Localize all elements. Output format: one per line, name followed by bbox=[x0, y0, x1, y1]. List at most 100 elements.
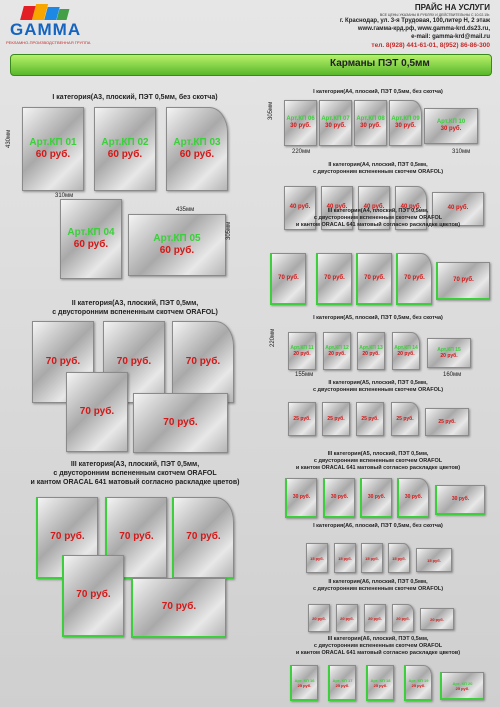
pocket: 70 руб. bbox=[396, 253, 432, 305]
article: Арт. КП 17 bbox=[332, 677, 353, 683]
section-title: II категория(А6, плоский, ПЭТ 0,5мм, bbox=[328, 579, 428, 585]
price: 30 руб. bbox=[404, 494, 423, 501]
dimension: 310мм bbox=[55, 193, 74, 199]
pocket: 40 руб. bbox=[321, 186, 353, 230]
pocket: 40 руб. bbox=[284, 186, 316, 230]
dimension: 220мм bbox=[270, 328, 276, 347]
section-title: III категория(А3, плоский, ПЭТ 0,5мм, bbox=[70, 461, 200, 468]
price: 60 руб. bbox=[35, 149, 71, 160]
price: 20 руб. bbox=[340, 615, 354, 621]
article: Арт.КП 12 bbox=[325, 344, 349, 351]
price: 30 руб. bbox=[395, 123, 416, 129]
phone: тел. 8(928) 441-61-01, 8(952) 86-86-300 bbox=[371, 42, 490, 49]
pocket: 20 руб. bbox=[308, 604, 330, 632]
section-title: II категория(А5, плоский, ПЭТ 0,5мм, bbox=[328, 380, 428, 386]
pocket: 25 руб. bbox=[322, 402, 350, 436]
web: www.гамма-крд.рф, www.gamma-krd.ds23.ru, bbox=[357, 26, 490, 32]
price: 70 руб. bbox=[163, 416, 198, 428]
price: 25 руб. bbox=[361, 415, 379, 422]
pocket: 70 руб. bbox=[356, 253, 392, 305]
tagline: РЕКЛАМНО-ПРОИЗВОДСТВЕННАЯ ГРУППА bbox=[6, 40, 91, 45]
pocket: 15 руб. bbox=[334, 543, 356, 573]
pocket: Арт. КП 17 25 руб. bbox=[328, 665, 356, 701]
pocket: Арт.КП 15 20 руб. bbox=[427, 338, 471, 368]
article: Арт.КП 14 bbox=[394, 344, 418, 351]
price: 25 руб. bbox=[455, 685, 470, 691]
price: 20 руб. bbox=[440, 353, 458, 359]
pocket: Арт.КП 01 60 руб. bbox=[22, 107, 84, 191]
section-title: с двусторонним вспененным скотчем ORAFOL… bbox=[312, 169, 444, 175]
pocket: 20 руб. bbox=[364, 604, 386, 632]
pocket: Арт. КП 18 25 руб. bbox=[366, 665, 394, 701]
section-title: и кантом ORACAL 641 матовый согласно рас… bbox=[295, 465, 461, 471]
article: Арт.КП 13 bbox=[359, 344, 383, 351]
price: 30 руб. bbox=[367, 494, 386, 501]
address: г. Краснодар, ул. 3-я Трудовая, 100,лите… bbox=[339, 18, 490, 24]
section-title: I категория(А4, плоский, ПЭТ 0,5мм, без … bbox=[313, 89, 443, 95]
pocket: 25 руб. bbox=[288, 402, 316, 436]
price: 30 руб. bbox=[451, 496, 470, 503]
pocket: Арт. КП 16 25 руб. bbox=[290, 665, 318, 701]
section-title: с двусторонним вспененным скотчем ORAFOL… bbox=[312, 387, 444, 393]
section-title: с двусторонним вспененным скотчем ORAFOL bbox=[313, 458, 443, 464]
pocket: Арт. КП 19 25 руб. bbox=[404, 665, 432, 701]
article: Арт.КП 15 bbox=[437, 346, 461, 353]
pocket: 30 руб. bbox=[285, 478, 317, 518]
price: 40 руб. bbox=[363, 204, 385, 211]
article: Арт.КП 01 bbox=[29, 136, 77, 148]
dimension: 305мм bbox=[226, 221, 232, 240]
section-title: с двусторонним вспененным скотчем ORAFOL bbox=[313, 215, 443, 221]
price: 25 руб. bbox=[411, 682, 426, 688]
dimension: 160мм bbox=[443, 372, 462, 378]
section-title: с двусторонним вспененным скотчем ORAFOL… bbox=[52, 309, 218, 316]
price: 40 руб. bbox=[400, 204, 422, 211]
pocket: 70 руб. bbox=[66, 372, 128, 452]
pocket: 15 руб. bbox=[306, 543, 328, 573]
pocket: 70 руб. bbox=[270, 253, 306, 305]
pocket: 15 руб. bbox=[416, 548, 452, 572]
pocket: 40 руб. bbox=[432, 192, 484, 226]
pocket: 40 руб. bbox=[395, 186, 427, 230]
article: Арт. КП 19 bbox=[408, 677, 429, 683]
section-title: с двусторонним вспененным скотчем ORAFOL bbox=[313, 643, 443, 649]
pocket: Арт.КП 08 30 руб. bbox=[354, 100, 387, 146]
price: 30 руб. bbox=[290, 123, 311, 129]
article: Арт.КП 02 bbox=[101, 136, 149, 148]
article: Арт.КП 08 bbox=[356, 115, 385, 122]
pocket: 70 руб. bbox=[133, 393, 228, 453]
banner: Карманы ПЭТ 0,5мм bbox=[330, 58, 430, 69]
pocket: 20 руб. bbox=[392, 604, 414, 632]
section-title: и кантом ORACAL 641 матовый согласно рас… bbox=[30, 479, 240, 486]
pocket: Арт.КП 09 30 руб. bbox=[389, 100, 422, 146]
article: Арт.КП 05 bbox=[153, 232, 201, 244]
note: ВСЕ ЦЕНЫ УКАЗАНЫ В РУБЛЯХ И ДЕЙСТВИТЕЛЬН… bbox=[379, 13, 490, 17]
price: 20 руб. bbox=[396, 615, 410, 621]
dimension: 155мм bbox=[295, 372, 314, 378]
price: 40 руб. bbox=[326, 204, 348, 211]
price: 20 руб. bbox=[312, 615, 326, 621]
section-title: с двусторонним вспененным скотчем ORAFOL bbox=[53, 470, 217, 477]
pocket: 25 руб. bbox=[425, 408, 469, 436]
pocket: Арт.КП 07 30 руб. bbox=[319, 100, 352, 146]
article: Арт.КП 03 bbox=[173, 136, 221, 148]
pocket: Арт.КП 04 60 руб. bbox=[60, 199, 122, 279]
price: 70 руб. bbox=[186, 531, 221, 543]
dimension: 310мм bbox=[452, 149, 471, 155]
pocket: Арт.КП 06 30 руб. bbox=[284, 100, 317, 146]
price: 30 руб. bbox=[325, 123, 346, 129]
price: 25 руб. bbox=[396, 415, 414, 422]
price: 60 руб. bbox=[73, 239, 109, 250]
price: 15 руб. bbox=[310, 555, 324, 561]
price: 20 руб. bbox=[430, 616, 444, 622]
pocket: 70 руб. bbox=[131, 578, 226, 638]
price: 60 руб. bbox=[179, 149, 215, 160]
pocket: 70 руб. bbox=[172, 497, 234, 579]
pocket: 20 руб. bbox=[420, 608, 454, 630]
pocket: 30 руб. bbox=[397, 478, 429, 518]
pocket: Арт.КП 11 20 руб. bbox=[288, 332, 316, 370]
dimension: 305мм bbox=[268, 101, 274, 120]
section-title: II категория(А4, плоский, ПЭТ 0,5мм, bbox=[328, 162, 428, 168]
article: Арт.КП 11 bbox=[290, 344, 314, 351]
price: 70 руб. bbox=[119, 531, 154, 543]
